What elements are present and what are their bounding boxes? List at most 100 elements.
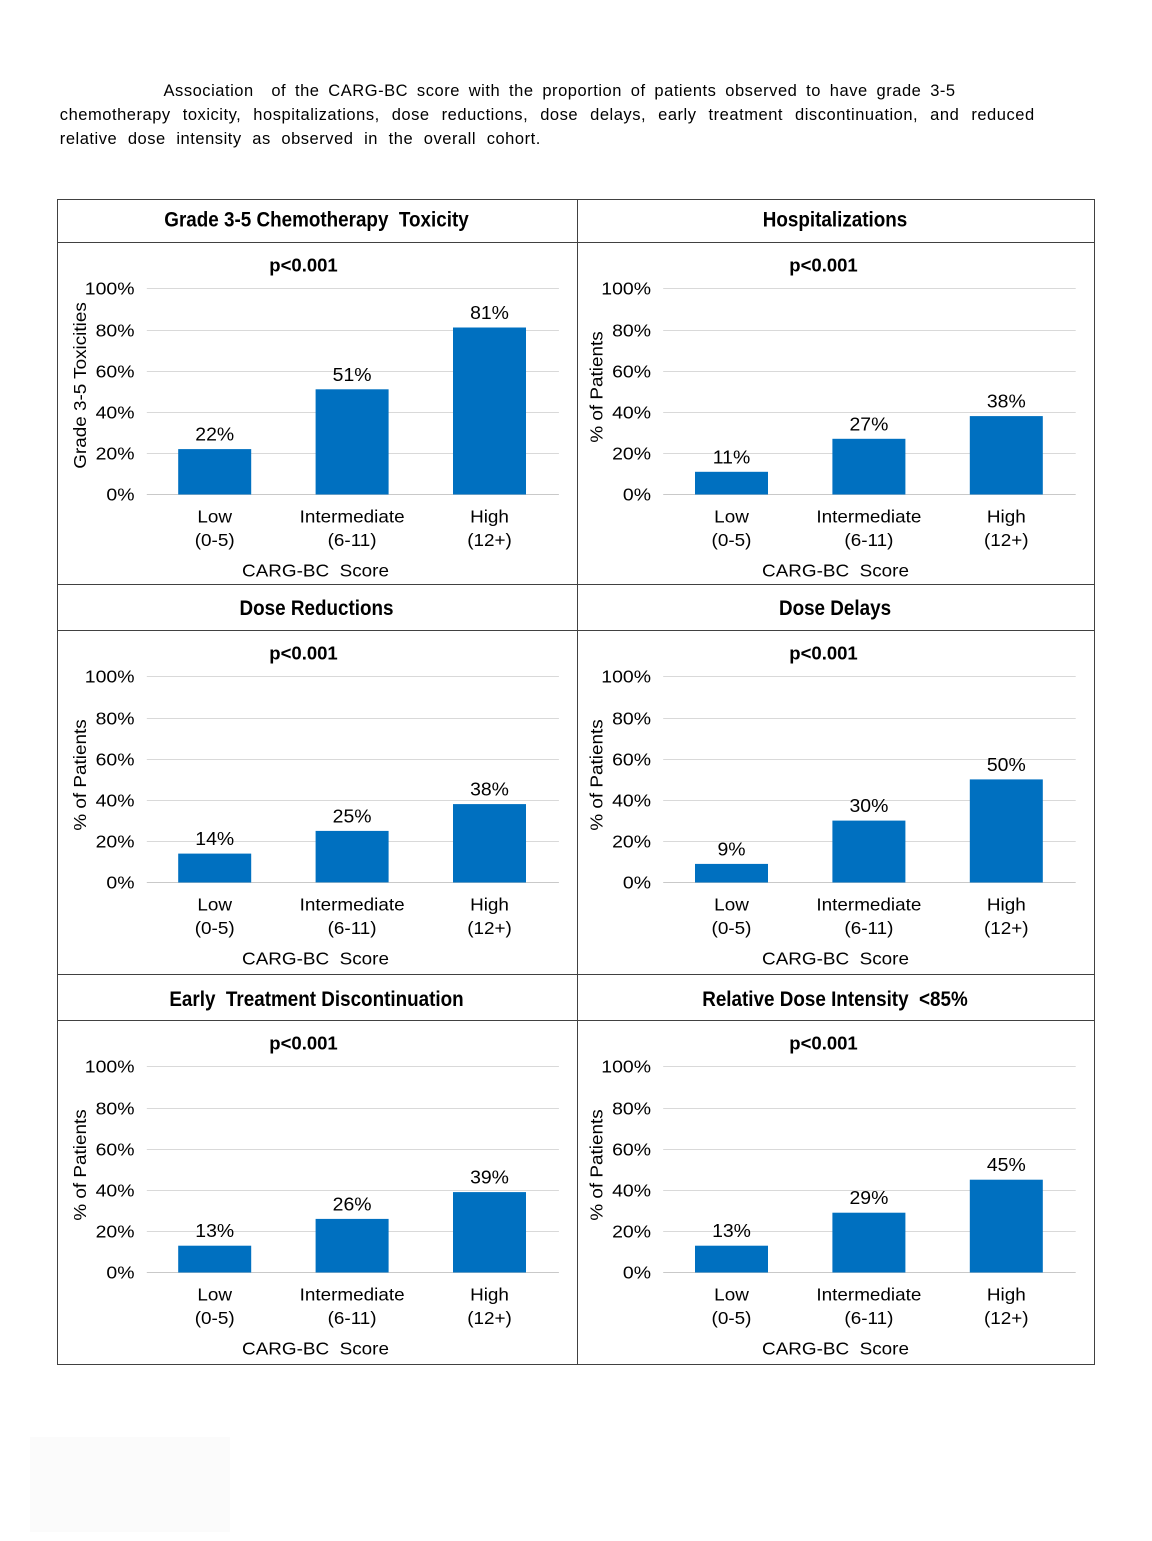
svg-text:100%: 100% [85,666,135,686]
svg-text:(0-5): (0-5) [712,917,752,937]
svg-text:Intermediate: Intermediate [300,1284,405,1304]
svg-text:60%: 60% [96,361,135,381]
svg-text:100%: 100% [601,278,651,298]
svg-text:% of Patients: % of Patients [69,1109,89,1220]
svg-text:Grade 3-5 Chemotherapy Toxici: Grade 3-5 Chemotherapy Toxicity [164,208,469,231]
svg-text:(6-11): (6-11) [328,917,377,937]
svg-text:Association of the CARG-BC sc: Association of the CARG-BC score with th… [164,82,956,100]
svg-text:Low: Low [714,1284,749,1304]
svg-text:Early Treatment Discontinuati: Early Treatment Discontinuation [169,988,463,1011]
svg-text:9%: 9% [717,840,745,860]
svg-text:CARG-BC Score: CARG-BC Score [242,1338,389,1358]
svg-text:80%: 80% [96,1098,135,1118]
svg-text:Relative Dose Intensity <85%: Relative Dose Intensity <85% [702,988,968,1011]
svg-text:29%: 29% [849,1189,888,1209]
svg-text:High: High [470,1284,509,1304]
svg-text:(0-5): (0-5) [712,1307,752,1327]
svg-text:High: High [470,506,509,526]
svg-text:25%: 25% [333,807,372,827]
svg-text:50%: 50% [987,755,1026,775]
svg-text:Low: Low [714,506,749,526]
svg-text:Grade 3-5 Toxicities: Grade 3-5 Toxicities [69,302,89,469]
svg-text:100%: 100% [601,666,651,686]
svg-text:Low: Low [197,1284,232,1304]
svg-text:26%: 26% [333,1195,372,1215]
svg-text:13%: 13% [195,1222,234,1242]
svg-text:p<0.001: p<0.001 [789,255,857,276]
svg-text:chemotherapy toxicity, hospita: chemotherapy toxicity, hospitalizations,… [60,106,1035,124]
svg-text:p<0.001: p<0.001 [269,643,337,664]
svg-text:(12+): (12+) [984,1307,1029,1327]
svg-text:Dose Reductions: Dose Reductions [240,597,394,620]
svg-text:Low: Low [197,506,232,526]
svg-text:0%: 0% [623,872,651,892]
svg-text:(0-5): (0-5) [195,1307,235,1327]
svg-text:Intermediate: Intermediate [300,894,405,914]
svg-text:20%: 20% [612,831,651,851]
svg-text:CARG-BC Score: CARG-BC Score [242,948,389,968]
svg-text:% of Patients: % of Patients [586,331,606,442]
svg-text:0%: 0% [106,484,134,504]
svg-text:80%: 80% [96,320,135,340]
svg-text:40%: 40% [612,1180,651,1200]
svg-text:51%: 51% [333,365,372,385]
svg-text:39%: 39% [470,1168,509,1188]
svg-text:13%: 13% [712,1222,751,1242]
svg-text:40%: 40% [96,1180,135,1200]
svg-text:0%: 0% [106,872,134,892]
svg-text:(0-5): (0-5) [195,529,235,549]
svg-text:40%: 40% [96,402,135,422]
svg-text:p<0.001: p<0.001 [269,255,337,276]
svg-text:Low: Low [714,894,749,914]
svg-text:40%: 40% [96,790,135,810]
svg-text:20%: 20% [612,443,651,463]
svg-text:Hospitalizations: Hospitalizations [763,208,908,231]
svg-text:80%: 80% [612,320,651,340]
svg-text:(0-5): (0-5) [712,529,752,549]
svg-text:20%: 20% [612,1221,651,1241]
svg-text:100%: 100% [85,1056,135,1076]
svg-text:% of Patients: % of Patients [586,719,606,830]
svg-text:22%: 22% [195,425,234,445]
svg-text:60%: 60% [612,1139,651,1159]
svg-text:(12+): (12+) [467,529,512,549]
svg-text:p<0.001: p<0.001 [789,1033,857,1054]
svg-text:p<0.001: p<0.001 [789,643,857,664]
svg-text:(12+): (12+) [984,917,1029,937]
svg-text:80%: 80% [96,708,135,728]
svg-text:(6-11): (6-11) [328,1307,377,1327]
svg-text:60%: 60% [612,749,651,769]
svg-text:60%: 60% [96,1139,135,1159]
svg-text:40%: 40% [612,402,651,422]
svg-text:80%: 80% [612,1098,651,1118]
svg-text:38%: 38% [470,780,509,800]
svg-text:Intermediate: Intermediate [816,894,921,914]
svg-text:30%: 30% [849,796,888,816]
svg-text:% of Patients: % of Patients [586,1109,606,1220]
svg-text:(6-11): (6-11) [844,529,893,549]
svg-text:(6-11): (6-11) [328,529,377,549]
svg-text:14%: 14% [195,829,234,849]
svg-text:(6-11): (6-11) [844,917,893,937]
svg-text:CARG-BC Score: CARG-BC Score [762,560,909,580]
svg-text:20%: 20% [96,1221,135,1241]
svg-text:27%: 27% [849,415,888,435]
svg-text:38%: 38% [987,392,1026,412]
svg-text:(12+): (12+) [984,529,1029,549]
svg-text:High: High [470,894,509,914]
svg-text:81%: 81% [470,303,509,323]
svg-text:Low: Low [197,894,232,914]
svg-text:CARG-BC Score: CARG-BC Score [762,1338,909,1358]
svg-text:20%: 20% [96,831,135,851]
svg-text:80%: 80% [612,708,651,728]
svg-text:60%: 60% [612,361,651,381]
svg-text:Intermediate: Intermediate [300,506,405,526]
svg-text:Intermediate: Intermediate [816,506,921,526]
svg-text:Dose Delays: Dose Delays [779,597,891,620]
svg-text:0%: 0% [623,1262,651,1282]
svg-text:% of Patients: % of Patients [69,719,89,830]
svg-text:CARG-BC Score: CARG-BC Score [762,948,909,968]
svg-text:40%: 40% [612,790,651,810]
svg-text:High: High [987,894,1026,914]
svg-text:(6-11): (6-11) [844,1307,893,1327]
